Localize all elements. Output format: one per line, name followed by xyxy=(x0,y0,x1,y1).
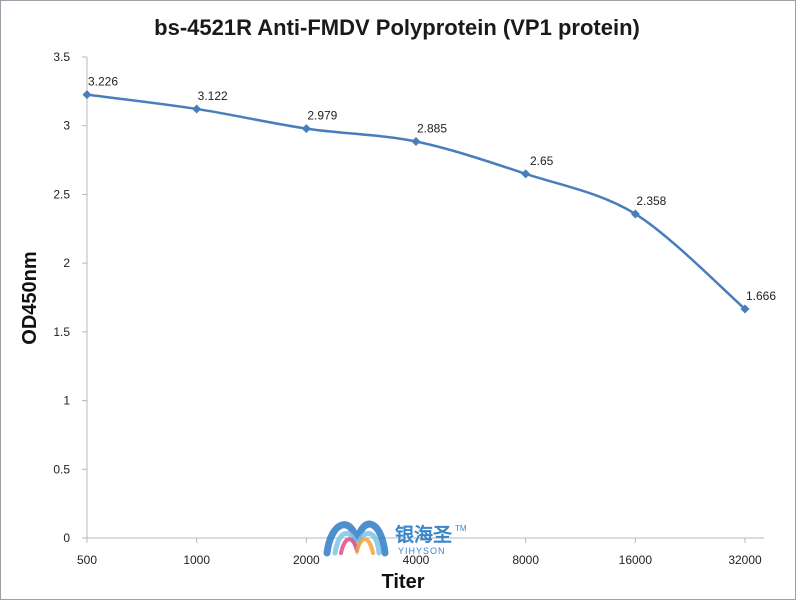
x-tick-label: 4000 xyxy=(403,553,430,567)
data-labels: 3.226 3.122 2.979 2.885 2.65 2.358 1.666 xyxy=(88,75,776,303)
x-tick-label: 1000 xyxy=(183,553,210,567)
watermark-text-en: YIHYSON xyxy=(398,546,446,556)
x-tick-label: 2000 xyxy=(293,553,320,567)
chart-title: bs-4521R Anti-FMDV Polyprotein (VP1 prot… xyxy=(154,15,640,40)
y-tick-label: 2 xyxy=(63,256,70,270)
watermark-text-cn: 银海圣 xyxy=(395,523,453,546)
x-tick-labels: 500 1000 2000 4000 8000 16000 32000 xyxy=(77,538,762,567)
y-tick-labels: 0 0.5 1 1.5 2 2.5 3 3.5 xyxy=(53,50,87,545)
data-point xyxy=(82,90,92,100)
data-label: 3.226 xyxy=(88,75,118,89)
x-tick-label: 16000 xyxy=(619,553,653,567)
data-label: 2.885 xyxy=(417,122,447,136)
data-markers xyxy=(82,90,750,314)
y-tick-label: 1.5 xyxy=(53,325,70,339)
data-point xyxy=(192,104,202,114)
data-point xyxy=(630,209,640,219)
watermark-arc-orange xyxy=(355,537,375,555)
x-tick-label: 500 xyxy=(77,553,97,567)
x-tick-label: 32000 xyxy=(728,553,762,567)
data-label: 2.65 xyxy=(530,154,554,168)
watermark-arc-pink xyxy=(339,537,359,555)
x-tick-label: 8000 xyxy=(512,553,539,567)
x-axis-title: Titer xyxy=(382,571,425,593)
data-point xyxy=(740,304,750,314)
data-point xyxy=(411,137,421,147)
data-label: 2.979 xyxy=(307,109,337,123)
data-label: 2.358 xyxy=(636,194,666,208)
y-tick-label: 3 xyxy=(63,119,70,133)
watermark-logo: 银海圣 TM YIHYSON xyxy=(323,520,467,557)
y-tick-label: 0 xyxy=(63,531,70,545)
axes xyxy=(86,57,764,539)
data-point xyxy=(301,124,311,134)
y-tick-label: 3.5 xyxy=(53,50,70,64)
y-tick-label: 0.5 xyxy=(53,462,70,476)
data-point xyxy=(521,169,531,179)
y-tick-label: 2.5 xyxy=(53,187,70,201)
data-label: 3.122 xyxy=(198,89,228,103)
y-tick-label: 1 xyxy=(63,394,70,408)
data-label: 1.666 xyxy=(746,289,776,303)
watermark-tm: TM xyxy=(455,524,467,533)
y-axis-title: OD450nm xyxy=(19,251,41,344)
